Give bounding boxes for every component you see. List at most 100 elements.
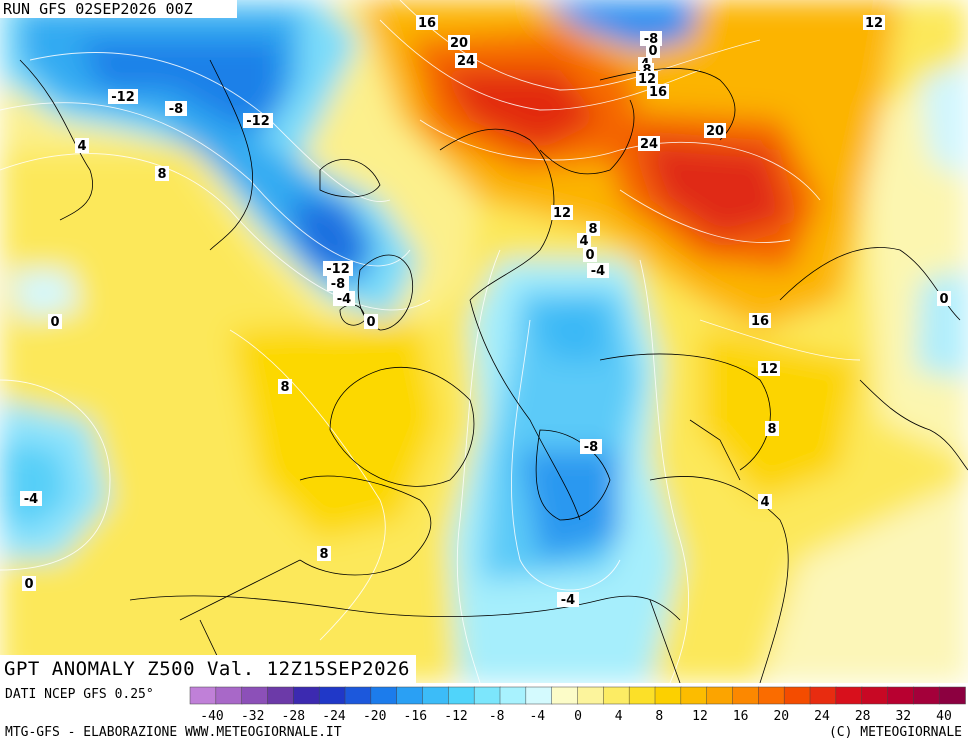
value-label: 20 [448,35,470,51]
svg-text:8: 8 [280,380,289,395]
value-label: 12 [758,361,780,377]
colorbar-swatch [732,686,760,705]
colorbar-tick-label: 8 [655,709,663,724]
value-label: -8 [580,439,602,455]
svg-text:8: 8 [642,63,651,78]
value-label: -4 [587,263,609,279]
colorbar-tick-label: 4 [615,709,623,724]
colorbar-tick-label: -20 [363,709,386,724]
svg-text:0: 0 [366,315,375,330]
colorbar-swatch [396,686,424,705]
svg-text:8: 8 [319,547,328,562]
value-label: 8 [317,546,331,562]
svg-text:16: 16 [649,85,667,100]
value-label: 12 [551,205,573,221]
data-source-label: DATI NCEP GFS 0.25° [5,687,154,702]
svg-text:12: 12 [865,16,883,31]
colorbar-tick-labels: -40 -32 -28 -24 -20 -16 -12 -8 -4 0 4 8 12 16 20 24 28 32… [200,709,952,724]
svg-text:0: 0 [585,248,594,263]
svg-text:-4: -4 [561,593,575,608]
svg-text:4: 4 [579,234,588,249]
legend-footer: -40 -32 -28 -24 -20 -16 -12 -8 -4 0 4 8 12 16 20 24 28 32… [0,683,968,745]
colorbar-swatch [913,686,940,705]
value-label: -4 [20,491,42,507]
svg-text:-8: -8 [331,277,345,292]
svg-text:8: 8 [157,167,166,182]
value-label: 8 [765,421,779,437]
svg-text:12: 12 [638,72,656,87]
svg-text:20: 20 [450,36,468,51]
value-label: 20 [704,123,726,139]
svg-text:24: 24 [457,54,475,69]
map-title: GPT ANOMALY Z500 Val. 12Z15SEP2026 [0,655,416,683]
colorbar-swatch [293,686,320,705]
value-label: 8 [278,379,292,395]
svg-text:0: 0 [50,315,59,330]
colorbar-swatch [680,686,708,705]
colorbar-swatch [603,686,630,705]
value-label: -4 [557,592,579,608]
colorbar-tick-label: 40 [936,709,952,724]
colorbar-swatch [189,686,217,705]
colorbar-swatch [861,686,889,705]
svg-text:-12: -12 [326,262,350,277]
isolines [0,0,860,683]
value-label: 4 [75,138,89,154]
colorbar-tick-label: 16 [733,709,749,724]
value-label: -12 [243,113,273,129]
colorbar-swatches [189,686,966,705]
svg-text:8: 8 [588,222,597,237]
value-label: 12 [863,15,885,31]
value-label: 0 [22,576,36,592]
colorbar-tick-label: -16 [404,709,427,724]
value-label: 8 [586,221,600,237]
colorbar-swatch [473,686,501,705]
colorbar-swatch [783,686,811,705]
credit-left: MTG-GFS - ELABORAZIONE WWW.METEOGIORNALE… [5,725,342,740]
anomaly-map: -12 -8 -12 4 8 -12 -8 -4 0 0 8 -4 0 8 16… [0,0,968,683]
svg-text:24: 24 [640,137,658,152]
colorbar-swatch [654,686,682,705]
value-label: -8 [327,276,349,292]
colorbar-tick-label: -40 [200,709,223,724]
colorbar-swatch [422,686,450,705]
colorbar: -40 -32 -28 -24 -20 -16 -12 -8 -4 0 4 8 12 16 20 24 28 32… [189,686,966,724]
value-labels: -12 -8 -12 4 8 -12 -8 -4 0 0 8 -4 0 8 16… [20,15,951,608]
value-label: 0 [646,43,660,59]
svg-text:4: 4 [760,495,769,510]
colorbar-swatch [758,686,785,705]
colorbar-swatch [499,686,527,705]
colorbar-swatch [706,686,734,705]
value-label: 16 [416,15,438,31]
svg-text:12: 12 [760,362,778,377]
colorbar-swatch [887,686,915,705]
svg-text:-4: -4 [337,292,351,307]
colorbar-swatch [215,686,243,705]
svg-text:-4: -4 [24,492,38,507]
colorbar-swatch [370,686,398,705]
svg-text:0: 0 [648,44,657,59]
colorbar-swatch [241,686,269,705]
svg-text:20: 20 [706,124,724,139]
svg-text:0: 0 [24,577,33,592]
value-label: 24 [638,136,660,152]
value-label: -4 [333,291,355,307]
value-label: -8 [165,101,187,117]
colorbar-swatch [577,686,605,705]
colorbar-tick-label: 20 [773,709,789,724]
colorbar-swatch [938,686,966,705]
colorbar-swatch [525,686,553,705]
colorbar-tick-label: 28 [855,709,871,724]
value-label: 16 [749,313,771,329]
svg-text:12: 12 [553,206,571,221]
colorbar-tick-label: 12 [692,709,708,724]
colorbar-tick-label: 24 [814,709,830,724]
colorbar-tick-label: -12 [444,709,467,724]
svg-text:16: 16 [418,16,436,31]
colorbar-swatch [448,686,475,705]
svg-text:-8: -8 [169,102,183,117]
svg-text:-4: -4 [591,264,605,279]
colorbar-tick-label: 0 [574,709,582,724]
svg-text:4: 4 [77,139,86,154]
value-label: 24 [455,53,477,69]
